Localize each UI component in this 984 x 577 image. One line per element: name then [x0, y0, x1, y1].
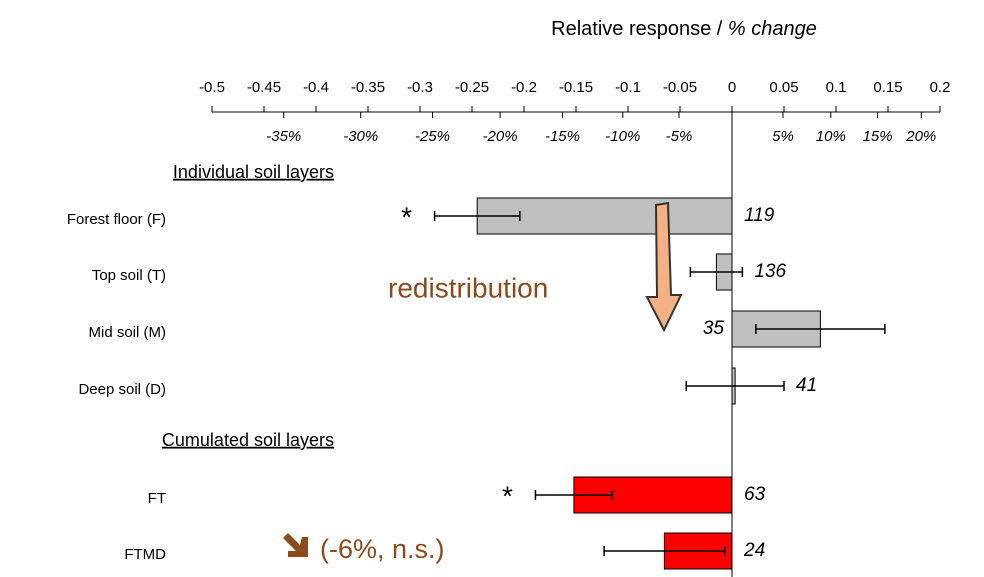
category-label: Top soil (T): [92, 267, 166, 284]
x2-tick-label: 5%: [772, 128, 794, 145]
significance: *: [401, 201, 412, 232]
x-tick-label: -0.3: [407, 79, 433, 96]
x2-tick-label: -15%: [545, 128, 580, 145]
n-label: 63: [744, 484, 766, 505]
x2-tick-label: 10%: [816, 128, 846, 145]
chart-title: Relative response / % change: [551, 18, 817, 40]
n-label: 35: [703, 318, 725, 339]
x2-tick-label: 20%: [905, 128, 936, 145]
annotation: redistribution: [388, 272, 548, 303]
category-label: Deep soil (D): [78, 381, 166, 398]
x2-tick-label: 15%: [863, 128, 893, 145]
n-label: 136: [754, 261, 786, 282]
arrow-icon: [283, 533, 308, 557]
group-label: Cumulated soil layers: [162, 430, 334, 450]
category-label: Mid soil (M): [89, 324, 167, 341]
significance: *: [502, 480, 513, 511]
x-tick-label: 0.15: [873, 79, 902, 96]
x2-tick-label: -20%: [483, 128, 518, 145]
x-tick-label: -0.25: [455, 79, 489, 96]
x-tick-label: 0: [728, 79, 736, 96]
x-tick-label: -0.2: [511, 79, 537, 96]
x2-tick-label: -5%: [666, 128, 693, 145]
x-tick-label: 0.05: [769, 79, 798, 96]
x-tick-label: 0.1: [826, 79, 847, 96]
x-tick-label: -0.5: [199, 79, 225, 96]
title-main: Relative response /: [551, 18, 723, 40]
x-tick-label: -0.05: [663, 79, 697, 96]
x-tick-label: -0.45: [247, 79, 281, 96]
x-tick-label: -0.1: [615, 79, 641, 96]
n-label: 41: [796, 375, 817, 396]
category-label: FT: [148, 490, 166, 507]
n-label: 24: [743, 540, 765, 561]
redistribution-arrow: [645, 201, 683, 333]
x-tick-label: 0.2: [930, 79, 951, 96]
x-tick-label: -0.15: [559, 79, 593, 96]
annotation: (-6%, n.s.): [320, 534, 445, 564]
x2-tick-label: -30%: [343, 128, 378, 145]
x-tick-label: -0.35: [351, 79, 385, 96]
n-label: 119: [744, 205, 775, 226]
x-tick-label: -0.4: [303, 79, 329, 96]
x2-tick-label: -10%: [605, 128, 640, 145]
title-italic: % change: [728, 18, 817, 40]
category-label: FTMD: [124, 546, 166, 563]
category-label: Forest floor (F): [67, 211, 166, 228]
x2-tick-label: -25%: [415, 128, 450, 145]
group-label: Individual soil layers: [173, 162, 334, 182]
x2-tick-label: -35%: [266, 128, 301, 145]
